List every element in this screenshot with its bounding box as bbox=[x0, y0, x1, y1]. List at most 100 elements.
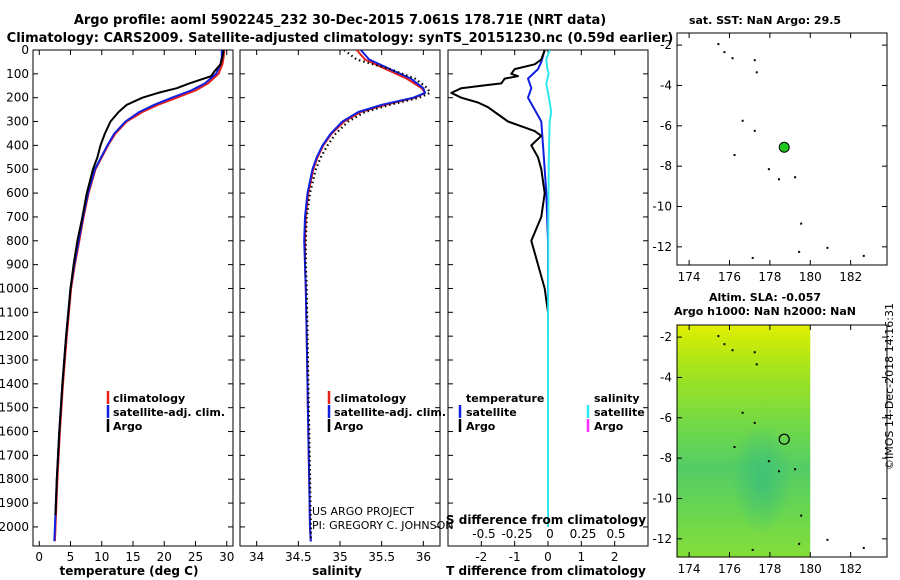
depth-tick-label: 400 bbox=[6, 138, 29, 152]
depth-tick-label: 1700 bbox=[0, 448, 29, 462]
depth-tick-label: 1500 bbox=[0, 401, 29, 415]
sla-map-panel: Altim. SLA: -0.057 Argo h1000: NaN h2000… bbox=[652, 291, 888, 576]
island-speck bbox=[753, 421, 756, 424]
x-tick-label: 10 bbox=[94, 550, 109, 564]
legend-title-salinity: salinity bbox=[594, 392, 640, 405]
depth-tick-label: 1900 bbox=[0, 496, 29, 510]
legend-label-s-satellite: satellite bbox=[594, 406, 645, 419]
x-tick-label: 36 bbox=[416, 550, 431, 564]
sla-map-frame bbox=[676, 324, 888, 558]
series-line-t-argo bbox=[450, 50, 549, 515]
depth-tick-label: 600 bbox=[6, 186, 29, 200]
figure-title-line2: Climatology: CARS2009. Satellite-adjuste… bbox=[7, 31, 674, 46]
salinity-series bbox=[303, 50, 432, 542]
island-speck bbox=[751, 256, 754, 259]
island-speck bbox=[798, 542, 801, 545]
project-credit: US ARGO PROJECT bbox=[312, 505, 414, 518]
sla-map-ticks: 174 176 178 180 182 -2 -4 -6 -8 -10 -12 bbox=[652, 325, 887, 576]
island-speck bbox=[733, 446, 736, 449]
map-y-tick-label: -2 bbox=[660, 330, 672, 344]
sla-map-islands bbox=[717, 335, 865, 551]
x-tick-label: 15 bbox=[125, 550, 140, 564]
depth-tick-label: 900 bbox=[6, 258, 29, 272]
imos-timestamp: ©IMOS 14-Dec-2018 14:16:31 bbox=[883, 303, 896, 470]
legend-label-satellite: satellite-adj. clim. bbox=[113, 406, 225, 419]
temperature-axes-frame bbox=[32, 49, 234, 547]
depth-tick-label: 100 bbox=[6, 67, 29, 81]
pi-credit: PI: GREGORY C. JOHNSON bbox=[312, 519, 453, 532]
island-speck bbox=[733, 154, 736, 157]
map-y-tick-label: -6 bbox=[660, 119, 672, 133]
island-speck bbox=[753, 59, 756, 62]
x-tick-label: 0 bbox=[544, 550, 552, 564]
legend-title-temperature: temperature bbox=[466, 392, 544, 405]
salinity-legend: climatology satellite-adj. clim. Argo bbox=[327, 391, 446, 433]
difference-x-ticks: -2 -1 0 1 2 -0.5 -0.25 0 0.25 0.5 bbox=[448, 49, 648, 564]
top-tick-label: 0.5 bbox=[606, 527, 625, 541]
legend-label-climatology: climatology bbox=[334, 392, 406, 405]
figure-title-line1: Argo profile: aoml 5902245_232 30-Dec-20… bbox=[74, 13, 606, 28]
map-y-tick-label: -10 bbox=[652, 199, 672, 213]
series-line-argo bbox=[54, 50, 225, 516]
island-speck bbox=[751, 548, 754, 551]
island-speck bbox=[753, 129, 756, 132]
x-tick-label: 35.5 bbox=[368, 550, 395, 564]
island-speck bbox=[777, 178, 780, 181]
x-tick-label: 35 bbox=[332, 550, 347, 564]
island-speck bbox=[794, 176, 797, 179]
map-x-tick-label: 176 bbox=[718, 562, 741, 576]
depth-tick-label: 1600 bbox=[0, 425, 29, 439]
island-speck bbox=[862, 254, 865, 257]
island-speck bbox=[741, 119, 744, 122]
map-x-tick-label: 174 bbox=[678, 562, 701, 576]
sst-map-ticks: 174 176 178 180 182 -2 -4 -6 -8 -10 -12 bbox=[652, 33, 887, 284]
map-y-tick-label: -4 bbox=[660, 78, 672, 92]
island-speck bbox=[731, 349, 734, 352]
x-tick-label: 5 bbox=[67, 550, 75, 564]
x-tick-label: -2 bbox=[475, 550, 487, 564]
map-x-tick-label: 182 bbox=[839, 562, 862, 576]
sst-map-islands bbox=[717, 43, 865, 259]
series-line-satellite-adj-clim- bbox=[303, 50, 426, 542]
legend-label-argo: Argo bbox=[113, 420, 143, 433]
island-speck bbox=[798, 250, 801, 253]
map-x-tick-label: 178 bbox=[758, 270, 781, 284]
map-x-tick-label: 180 bbox=[799, 562, 822, 576]
island-speck bbox=[794, 468, 797, 471]
map-y-tick-label: -2 bbox=[660, 38, 672, 52]
island-speck bbox=[717, 335, 720, 338]
x-tick-label: 34 bbox=[249, 550, 264, 564]
depth-tick-label: 2000 bbox=[0, 520, 29, 534]
sla-low-anomaly bbox=[731, 423, 792, 534]
map-y-tick-label: -8 bbox=[660, 159, 672, 173]
depth-tick-label: 1800 bbox=[0, 472, 29, 486]
island-speck bbox=[723, 51, 726, 54]
map-y-tick-label: -10 bbox=[652, 491, 672, 505]
x-tick-label: -1 bbox=[509, 550, 521, 564]
map-x-tick-label: 174 bbox=[678, 270, 701, 284]
salinity-panel: 34 34.5 35 35.5 36 salinity climatology sate… bbox=[239, 49, 453, 578]
x-tick-label: 1 bbox=[578, 550, 586, 564]
temperature-legend: climatology satellite-adj. clim. Argo bbox=[106, 391, 225, 433]
top-tick-label: -0.25 bbox=[501, 527, 532, 541]
map-x-tick-label: 176 bbox=[718, 270, 741, 284]
map-x-tick-label: 182 bbox=[839, 270, 862, 284]
temperature-series bbox=[53, 50, 226, 542]
depth-tick-label: 1400 bbox=[0, 377, 29, 391]
map-y-tick-label: -4 bbox=[660, 370, 672, 384]
legend-label-satellite: satellite-adj. clim. bbox=[334, 406, 446, 419]
series-line-satellite-adj-clim- bbox=[53, 50, 223, 542]
x-tick-label: 20 bbox=[157, 550, 172, 564]
island-speck bbox=[741, 411, 744, 414]
island-speck bbox=[717, 43, 720, 46]
depth-axis-ticks: 0 100 200 300 400 500 600 700 800 900 1000 1100 1200… bbox=[0, 43, 29, 534]
x-tick-label: 2 bbox=[611, 550, 619, 564]
top-tick-label: -0.5 bbox=[472, 527, 495, 541]
x-tick-label: 30 bbox=[219, 550, 234, 564]
difference-panel: -2 -1 0 1 2 -0.5 -0.25 0 0.25 0.5 S difference fr… bbox=[446, 49, 649, 578]
salinity-x-label: salinity bbox=[312, 564, 362, 578]
legend-label-t-argo: Argo bbox=[466, 420, 496, 433]
series-line-climatology bbox=[304, 50, 426, 542]
depth-tick-label: 700 bbox=[6, 210, 29, 224]
series-line-climatology bbox=[53, 50, 226, 542]
